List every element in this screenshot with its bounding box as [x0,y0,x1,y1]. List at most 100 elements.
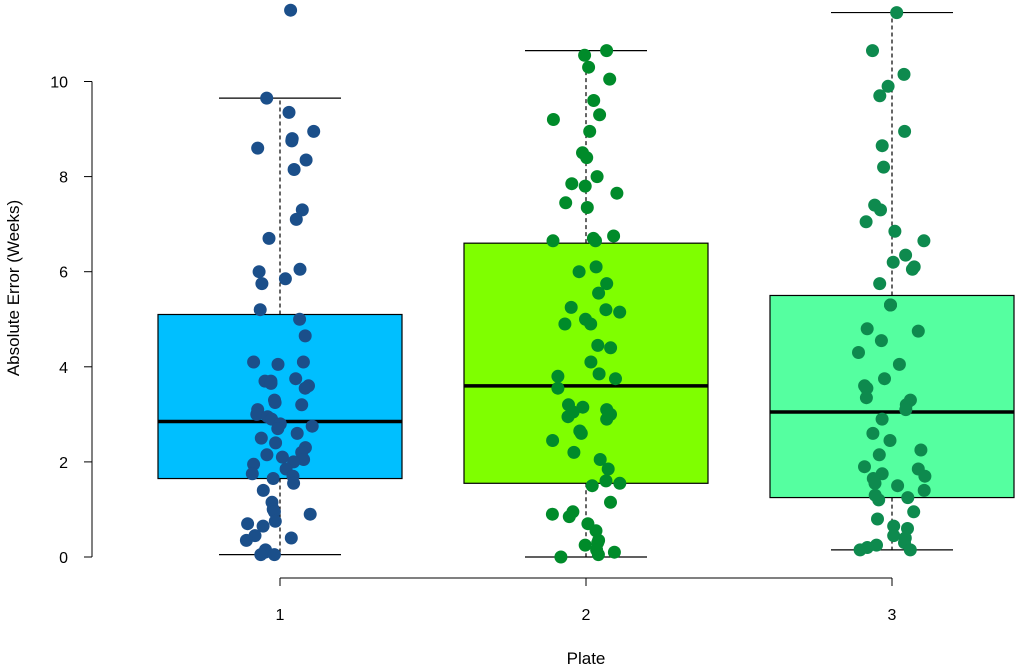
data-point [591,338,605,352]
data-point [289,212,303,226]
data-point [872,493,886,507]
y-tick-label: 10 [50,75,68,92]
data-point [591,548,605,562]
data-point [247,355,261,369]
box-group-plate-3 [769,6,1015,557]
y-tick-label: 2 [59,455,68,472]
data-point [564,300,578,314]
data-point [891,479,905,493]
data-point [578,179,592,193]
data-point [898,124,912,138]
data-point [268,396,282,409]
data-point [245,467,259,481]
data-point [268,514,282,528]
data-point [266,472,280,485]
data-point [546,234,560,248]
data-point [295,398,309,412]
data-point [287,163,301,176]
data-point [305,419,319,433]
data-point [256,519,270,533]
data-point [296,355,310,369]
data-point [604,341,618,355]
data-point [874,334,888,348]
data-point [609,372,622,386]
data-point [859,381,873,395]
data-point [551,369,565,383]
y-axis: 0 2 4 6 8 10 [50,75,93,567]
data-point [255,277,269,291]
data-point [887,529,901,543]
data-point [877,160,891,174]
data-point [603,72,617,86]
data-point [899,403,913,417]
data-point [874,203,887,217]
data-point [853,543,867,557]
data-point [250,407,264,421]
data-point [897,67,911,81]
data-point [918,469,932,483]
data-point [873,277,887,291]
data-point [551,381,565,395]
data-point [613,305,627,319]
data-point [888,224,902,238]
data-point [251,141,265,155]
data-point [604,495,617,509]
data-point [284,3,298,17]
data-point [868,476,882,490]
data-point [558,317,572,331]
data-point [546,113,560,126]
y-tick-label: 6 [59,265,68,282]
data-point [884,298,897,312]
data-point [241,517,255,531]
data-point [576,400,590,414]
data-point [899,248,913,262]
data-point [881,79,895,93]
data-point [278,272,292,286]
data-point [262,231,276,245]
y-axis-title: Absolute Error (Weeks) [4,200,23,376]
y-tick-label: 8 [59,170,68,187]
data-point [565,177,579,191]
data-point [546,434,560,447]
data-point [890,6,904,20]
data-point [875,139,889,153]
data-point [290,426,304,440]
data-point [917,483,931,497]
data-point [600,44,614,58]
data-point [859,215,873,229]
data-point [866,426,880,440]
data-point [878,372,891,386]
plot-area [157,3,1015,564]
x-tick-label: 2 [582,607,591,624]
data-point [269,436,283,450]
data-point [907,505,921,519]
data-point [271,422,285,436]
data-point [589,234,602,248]
data-point [599,303,613,317]
data-point [256,483,270,497]
data-point [559,196,573,210]
data-point [580,201,594,214]
data-point [593,453,607,466]
iqr-box [769,294,1015,499]
data-point [607,545,621,559]
data-point [574,426,588,440]
data-point [599,474,613,488]
data-point [287,476,301,490]
data-point [260,91,274,105]
x-tick-label: 1 [276,607,285,624]
data-point [562,510,576,524]
data-point [601,462,615,476]
data-point [293,312,307,326]
data-point [289,372,303,386]
data-point [554,550,568,564]
data-point [583,124,597,138]
y-tick-label: 4 [59,360,68,377]
data-point [584,355,598,369]
data-point [593,108,607,122]
data-point [600,277,614,291]
data-point [578,48,592,62]
data-point [589,260,603,274]
data-point [852,346,865,359]
